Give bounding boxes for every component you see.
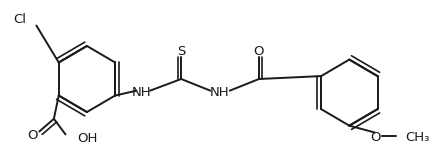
Text: OH: OH — [77, 132, 98, 145]
Text: O: O — [370, 131, 381, 144]
Text: S: S — [177, 45, 185, 58]
Text: CH₃: CH₃ — [406, 131, 430, 144]
Text: NH: NH — [132, 86, 151, 99]
Text: O: O — [27, 129, 38, 142]
Text: Cl: Cl — [13, 13, 26, 26]
Text: NH: NH — [210, 86, 230, 99]
Text: O: O — [254, 45, 264, 58]
